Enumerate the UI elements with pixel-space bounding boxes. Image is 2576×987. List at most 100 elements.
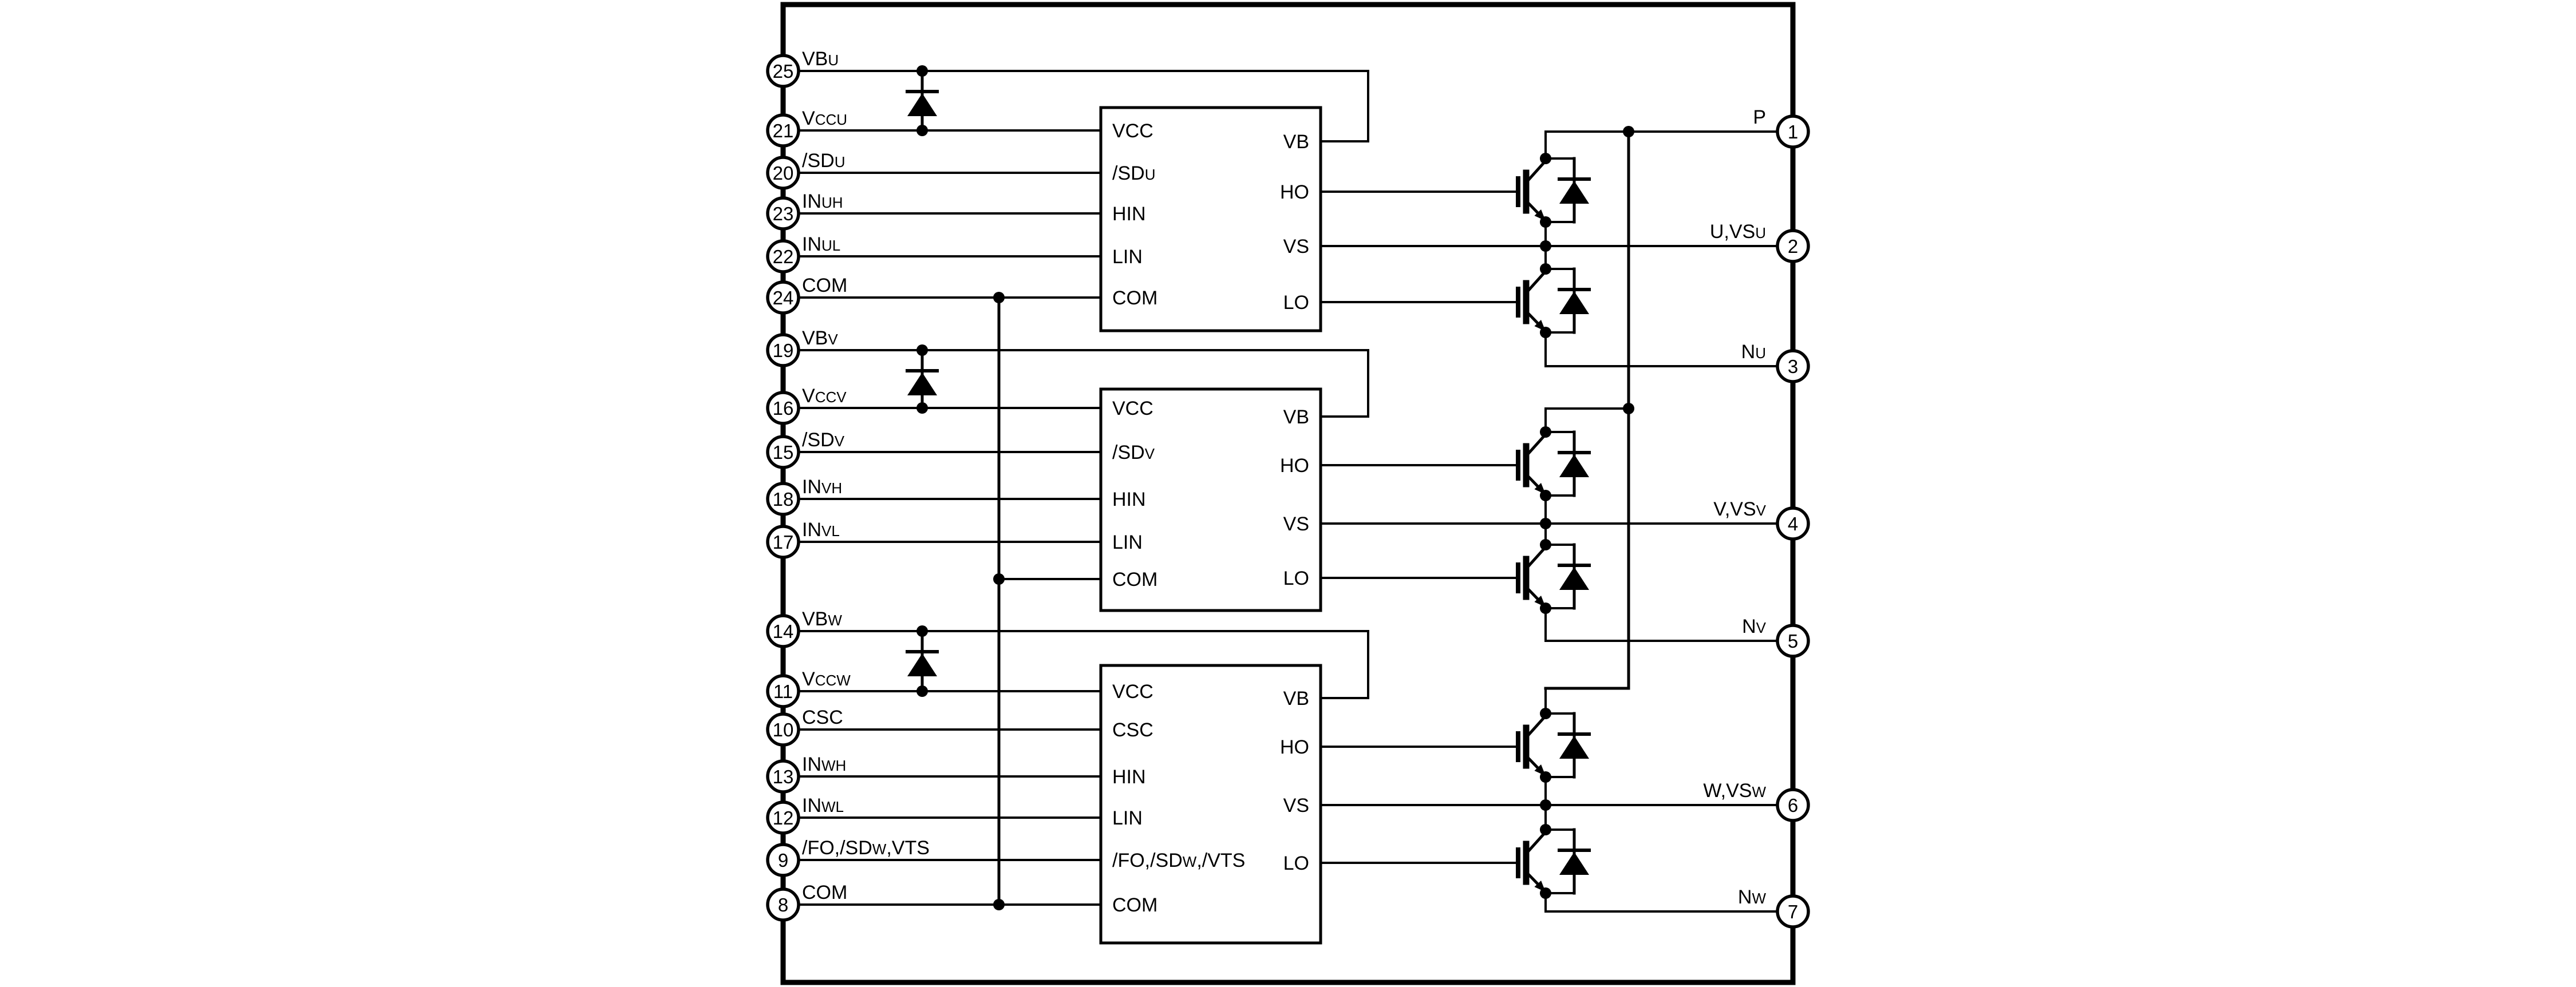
igbt-icon-low-v [1524, 544, 1548, 571]
junction-dot [1540, 539, 1551, 550]
pin-number: 19 [773, 340, 794, 361]
freewheel-diode-icon [1559, 567, 1589, 590]
pin-11: 11 [766, 674, 800, 708]
pin-circle [1776, 788, 1810, 822]
pin-circle [1776, 229, 1810, 263]
junction-dot [1623, 126, 1634, 137]
junction-dot [916, 685, 928, 697]
pin-number: 9 [778, 850, 788, 871]
block-output-label: VS [1283, 795, 1309, 816]
block-input-label: VCC [1112, 398, 1153, 419]
block-input-label: LIN [1112, 807, 1143, 829]
pin-circle [766, 239, 800, 273]
gate-driver-block-v [1099, 387, 1322, 612]
junction-dot [916, 125, 928, 136]
igbt-icon-high-u [1524, 158, 1548, 185]
pin-19: 19 [766, 333, 800, 367]
pin-18: 18 [766, 482, 800, 516]
pin-8-label: COM [802, 882, 847, 903]
pin-14: 14 [766, 614, 800, 648]
bootstrap-diode-icon [907, 653, 937, 676]
pin-circle [1776, 894, 1810, 929]
pin-19-label: VBV [802, 327, 838, 349]
block-output-label: VS [1283, 513, 1309, 535]
pin-16-label: VCCV [802, 385, 847, 407]
pin-18-label: INVH [802, 476, 842, 498]
pin-number: 25 [773, 61, 794, 82]
pin-13: 13 [766, 759, 800, 794]
pin-circle [766, 391, 800, 425]
block-output-label: HO [1280, 181, 1309, 203]
pin-9-label: /FO,/SDW,VTS [802, 837, 930, 859]
pin-number: 16 [773, 398, 794, 419]
gate-driver-block-w [1099, 664, 1322, 945]
pin-number: 22 [773, 246, 794, 267]
junction-dot [993, 899, 1005, 910]
pin-circle [766, 156, 800, 190]
igbt-icon-high-w [1524, 713, 1548, 740]
pin-number: 17 [773, 532, 794, 553]
junction-dot [1540, 327, 1551, 338]
junction-dot [1540, 153, 1551, 164]
igbt-icon-low-u [1524, 268, 1548, 295]
block-input-label: VCC [1112, 681, 1153, 703]
pin-15: 15 [766, 435, 800, 469]
junction-dot [1540, 824, 1551, 835]
pin-number: 13 [773, 766, 794, 787]
pin-25-label: VBU [802, 48, 839, 70]
pin-12: 12 [766, 800, 800, 835]
block-input-label: COM [1112, 287, 1157, 309]
pin-3-label: NU [1741, 341, 1766, 363]
block-input-label: /SDV [1112, 442, 1155, 463]
pin-21: 21 [766, 113, 800, 148]
pin-circle [766, 333, 800, 367]
block-output-label: LO [1283, 568, 1309, 589]
pin-22: 22 [766, 239, 800, 273]
pin-number: 10 [773, 719, 794, 740]
pin-11-label: VCCW [802, 668, 851, 690]
junction-dot [916, 65, 928, 77]
block-input-label: LIN [1112, 246, 1143, 268]
pin-number: 3 [1788, 356, 1798, 377]
block-input-label: CSC [1112, 719, 1153, 741]
pin-2: 2 [1776, 229, 1810, 263]
freewheel-diode-icon [1559, 852, 1589, 875]
pin-circle [1776, 624, 1810, 658]
pin-17-label: INVL [802, 519, 840, 541]
junction-dot [1540, 887, 1551, 899]
pin-8: 8 [766, 887, 800, 922]
pin-number: 15 [773, 442, 794, 463]
junction-dot [1540, 708, 1551, 719]
pin-number: 20 [773, 162, 794, 184]
block-input-label: /SDU [1112, 162, 1155, 184]
pin-number: 18 [773, 489, 794, 510]
pin-circle [766, 280, 800, 315]
pin-4-label: V,VSV [1713, 498, 1766, 520]
pin-15-label: /SDV [802, 429, 845, 451]
freewheel-diode-icon [1559, 181, 1589, 204]
pin-5: 5 [1776, 624, 1810, 658]
block-output-label: HO [1280, 736, 1309, 758]
junction-dot [1540, 263, 1551, 275]
block-input-label: COM [1112, 894, 1157, 916]
pin-number: 21 [773, 120, 794, 141]
block-output-label: VB [1283, 688, 1309, 709]
freewheel-diode-icon [1559, 736, 1589, 759]
freewheel-diode-icon [1559, 454, 1589, 477]
pin-24: 24 [766, 280, 800, 315]
pin-circle [766, 843, 800, 877]
gate-driver-block-u [1099, 106, 1322, 332]
block-input-label: LIN [1112, 532, 1143, 553]
junction-dot [1540, 602, 1551, 614]
junction-dot [993, 292, 1005, 303]
pin-number: 2 [1788, 236, 1798, 257]
block-input-label: HIN [1112, 203, 1146, 225]
pin-25: 25 [766, 54, 800, 88]
pin-circle [1776, 114, 1810, 149]
pin-circle [766, 435, 800, 469]
junction-dot [916, 344, 928, 356]
pin-circle [766, 482, 800, 516]
igbt-icon-high-v [1524, 431, 1548, 458]
pin-16: 16 [766, 391, 800, 425]
pin-20: 20 [766, 156, 800, 190]
